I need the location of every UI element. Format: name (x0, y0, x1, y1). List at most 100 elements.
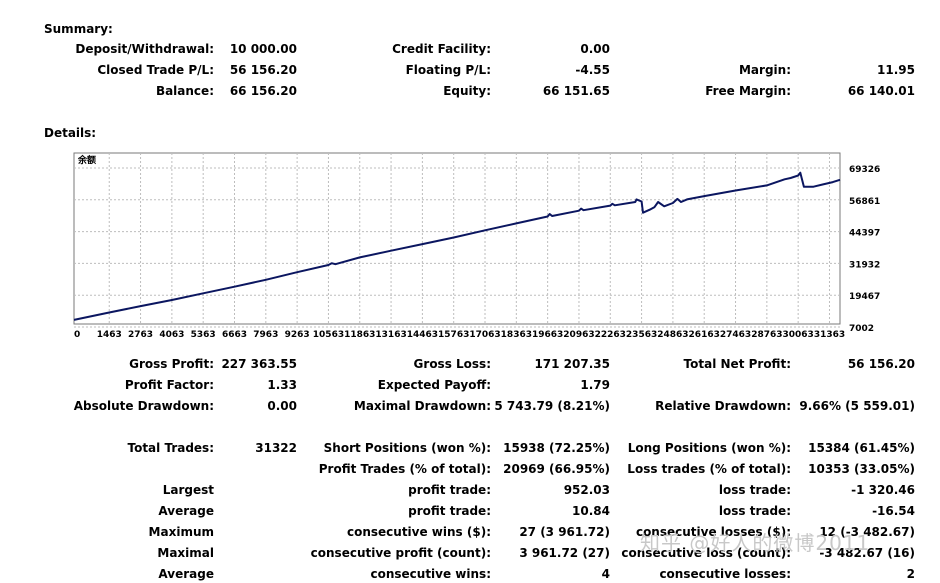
profit-factor-value: 1.33 (267, 378, 297, 392)
balance-value: 66 156.20 (229, 84, 297, 98)
x-tick-label: 9263 (285, 330, 310, 340)
x-tick-label: 19663 (532, 330, 563, 340)
x-tick-label: 28763 (751, 330, 782, 340)
x-tick-label: 2763 (128, 330, 153, 340)
relative-drawdown-label: Relative Drawdown: (655, 399, 791, 413)
long-positions-value: 15384 (61.45%) (808, 441, 915, 455)
x-tick-label: 18363 (501, 330, 532, 340)
x-tick-label: 10563 (313, 330, 344, 340)
closed-pl-value: 56 156.20 (229, 63, 297, 77)
largest-loss-value: -1 320.46 (851, 483, 915, 497)
total-trades-label: Total Trades: (127, 441, 214, 455)
max-consecutive-losses-label: consecutive losses ($): (635, 525, 791, 539)
gross-profit-label: Gross Profit: (129, 357, 214, 371)
maximal-label: Maximal (157, 546, 214, 560)
profit-factor-label: Profit Factor: (124, 378, 214, 392)
max-consecutive-losses-value: 12 (-3 482.67) (819, 525, 915, 539)
deposit-value: 10 000.00 (229, 42, 297, 56)
closed-pl-label: Closed Trade P/L: (97, 63, 214, 77)
relative-drawdown-value: 9.66% (5 559.01) (799, 399, 915, 413)
avg-consecutive-wins-label: consecutive wins: (370, 567, 491, 581)
y-tick-label: 56861 (849, 197, 880, 207)
x-tick-label: 17063 (469, 330, 500, 340)
free-margin-value: 66 140.01 (847, 84, 915, 98)
floating-pl-value: -4.55 (575, 63, 610, 77)
x-tick-label: 15763 (438, 330, 469, 340)
avg-consecutive-wins-value: 4 (601, 567, 610, 581)
x-tick-label: 23563 (626, 330, 657, 340)
maximal-consecutive-loss-label: consecutive loss (count): (621, 546, 791, 560)
balance-chart: 7002 19467 31932 44397 56861 69326 0 1463 2763 40… (73, 152, 880, 340)
x-tick-label: 20963 (563, 330, 594, 340)
x-tick-label: 30063 (783, 330, 814, 340)
total-net-profit-label: Total Net Profit: (683, 357, 791, 371)
absolute-drawdown-label: Absolute Drawdown: (73, 399, 214, 413)
x-tick-label: 4063 (159, 330, 184, 340)
margin-value: 11.95 (877, 63, 915, 77)
x-tick-label: 13163 (375, 330, 406, 340)
absolute-drawdown-value: 0.00 (267, 399, 297, 413)
avg-consecutive-losses-value: 2 (906, 567, 915, 581)
y-tick-label: 69326 (849, 165, 880, 175)
equity-value: 66 151.65 (542, 84, 610, 98)
average-profit-value: 10.84 (572, 504, 610, 518)
x-tick-label: 26163 (689, 330, 720, 340)
x-tick-label: 5363 (191, 330, 216, 340)
y-tick-label: 19467 (849, 292, 880, 302)
free-margin-label: Free Margin: (705, 84, 791, 98)
largest-profit-value: 952.03 (563, 483, 610, 497)
maximal-drawdown-value: 5 743.79 (8.21%) (494, 399, 610, 413)
summary-heading: Summary: (44, 22, 113, 36)
max-consecutive-wins-value: 27 (3 961.72) (519, 525, 610, 539)
loss-trades-label: Loss trades (% of total): (627, 462, 791, 476)
x-tick-label: 7963 (253, 330, 278, 340)
credit-value: 0.00 (580, 42, 610, 56)
x-tick-label: 24863 (657, 330, 688, 340)
average-label: Average (158, 504, 214, 518)
x-tick-label: 0 (74, 330, 80, 340)
long-positions-label: Long Positions (won %): (627, 441, 791, 455)
average-loss-value: -16.54 (872, 504, 915, 518)
gross-loss-value: 171 207.35 (534, 357, 610, 371)
avg-consecutive-losses-label: consecutive losses: (659, 567, 791, 581)
maximal-consecutive-loss-value: -3 482.67 (16) (819, 546, 915, 560)
total-net-profit-value: 56 156.20 (847, 357, 915, 371)
y-tick-label: 44397 (849, 229, 880, 239)
equity-label: Equity: (443, 84, 491, 98)
average-consecutive-label: Average (158, 567, 214, 581)
largest-label: Largest (162, 483, 214, 497)
gross-loss-label: Gross Loss: (413, 357, 491, 371)
watermark: 知乎 @好人的微博2011 (640, 531, 871, 555)
deposit-label: Deposit/Withdrawal: (75, 42, 214, 56)
y-tick-label: 31932 (849, 260, 880, 270)
credit-label: Credit Facility: (392, 42, 491, 56)
largest-loss-label: loss trade: (718, 483, 791, 497)
maximal-consecutive-profit-label: consecutive profit (count): (310, 546, 491, 560)
maximal-drawdown-label: Maximal Drawdown: (353, 399, 491, 413)
maximal-consecutive-profit-value: 3 961.72 (27) (519, 546, 610, 560)
x-tick-label: 22263 (595, 330, 626, 340)
margin-label: Margin: (738, 63, 791, 77)
loss-trades-value: 10353 (33.05%) (808, 462, 915, 476)
short-positions-value: 15938 (72.25%) (503, 441, 610, 455)
total-trades-value: 31322 (255, 441, 297, 455)
maximum-label: Maximum (148, 525, 214, 539)
x-tick-label: 14463 (407, 330, 438, 340)
y-tick-label: 7002 (849, 324, 874, 334)
balance-line (73, 171, 841, 321)
x-tick-label: 27463 (720, 330, 751, 340)
chart-title: 余额 (77, 154, 96, 166)
x-tick-label: 6663 (222, 330, 247, 340)
x-tick-label: 11863 (344, 330, 375, 340)
x-tick-label: 31363 (814, 330, 845, 340)
floating-pl-label: Floating P/L: (405, 63, 491, 77)
balance-label: Balance: (155, 84, 214, 98)
expected-payoff-label: Expected Payoff: (377, 378, 491, 392)
largest-profit-label: profit trade: (408, 483, 491, 497)
max-consecutive-wins-label: consecutive wins ($): (346, 525, 491, 539)
details-heading: Details: (44, 126, 97, 140)
average-loss-label: loss trade: (718, 504, 791, 518)
gross-profit-value: 227 363.55 (221, 357, 297, 371)
average-profit-label: profit trade: (408, 504, 491, 518)
x-tick-label: 1463 (97, 330, 122, 340)
